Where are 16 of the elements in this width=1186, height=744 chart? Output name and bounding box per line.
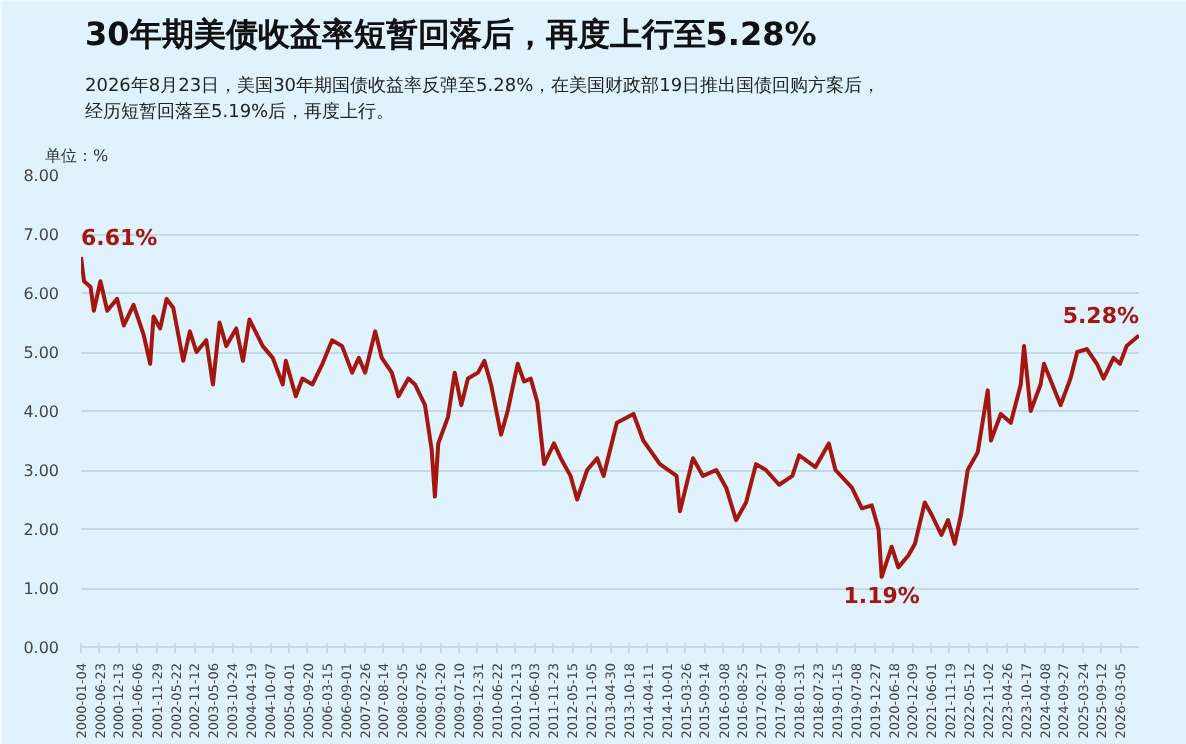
y-tick-label: 1.00	[23, 580, 59, 598]
chart-subtitle: 2026年8月23日，美国30年期国债收益率反弹至5.28%，在美国财政部19日推出国债回购方案后，经历短暂回落至5.19%后，再度上行。	[85, 75, 881, 123]
y-tick-label: 0.00	[23, 639, 59, 657]
annotation: 6.61%	[81, 225, 158, 252]
chart-title: 30年期美债收益率短暂回落后，再度上行至5.28%	[85, 15, 817, 53]
y-axis-title: 单位：%	[45, 147, 109, 165]
y-tick-label: 2.00	[23, 521, 59, 539]
y-tick-label: 5.00	[23, 344, 59, 362]
y-tick-label: 6.00	[23, 285, 59, 303]
y-tick-label: 3.00	[23, 462, 59, 480]
line-series	[81, 255, 1139, 579]
y-tick-label: 8.00	[23, 167, 59, 185]
annotation: 5.28%	[1062, 303, 1140, 330]
y-tick-label: 4.00	[23, 403, 59, 421]
y-tick-label: 7.00	[23, 226, 59, 244]
annotation: 1.19%	[843, 582, 920, 609]
